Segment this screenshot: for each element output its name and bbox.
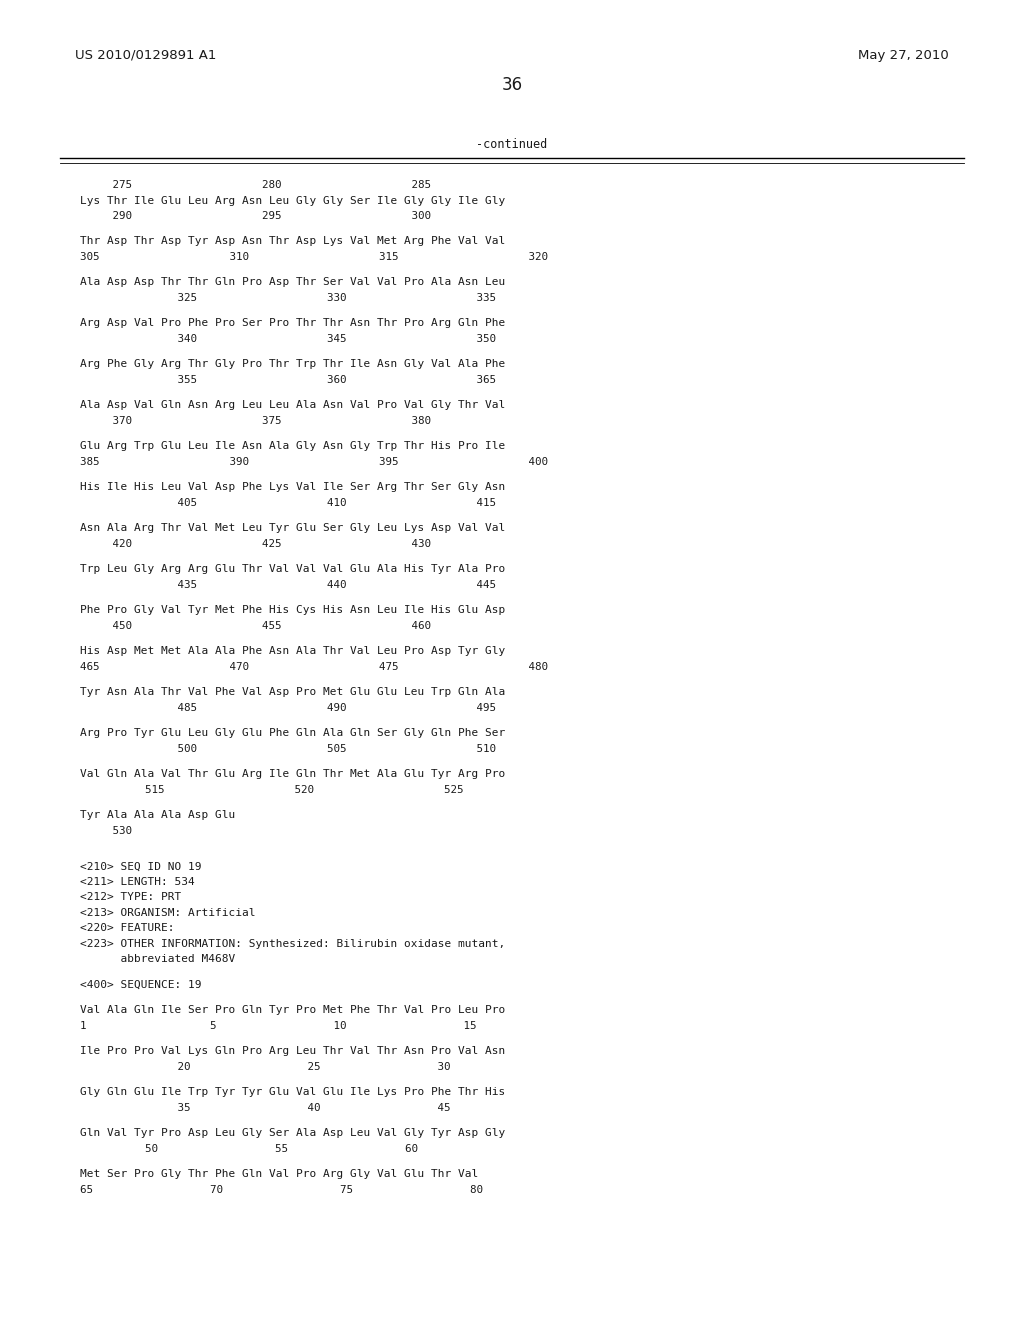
Text: His Asp Met Met Ala Ala Phe Asn Ala Thr Val Leu Pro Asp Tyr Gly: His Asp Met Met Ala Ala Phe Asn Ala Thr …: [80, 647, 505, 656]
Text: <213> ORGANISM: Artificial: <213> ORGANISM: Artificial: [80, 908, 256, 917]
Text: 370                    375                    380: 370 375 380: [80, 416, 431, 426]
Text: His Ile His Leu Val Asp Phe Lys Val Ile Ser Arg Thr Ser Gly Asn: His Ile His Leu Val Asp Phe Lys Val Ile …: [80, 483, 505, 492]
Text: <212> TYPE: PRT: <212> TYPE: PRT: [80, 892, 181, 903]
Text: 1                   5                  10                  15: 1 5 10 15: [80, 1020, 476, 1031]
Text: 355                    360                    365: 355 360 365: [80, 375, 496, 385]
Text: Val Ala Gln Ile Ser Pro Gln Tyr Pro Met Phe Thr Val Pro Leu Pro: Val Ala Gln Ile Ser Pro Gln Tyr Pro Met …: [80, 1006, 505, 1015]
Text: May 27, 2010: May 27, 2010: [858, 49, 949, 62]
Text: Asn Ala Arg Thr Val Met Leu Tyr Glu Ser Gly Leu Lys Asp Val Val: Asn Ala Arg Thr Val Met Leu Tyr Glu Ser …: [80, 524, 505, 533]
Text: 35                  40                  45: 35 40 45: [80, 1104, 451, 1113]
Text: 65                  70                  75                  80: 65 70 75 80: [80, 1185, 483, 1195]
Text: 275                    280                    285: 275 280 285: [80, 180, 431, 190]
Text: 50                  55                  60: 50 55 60: [80, 1144, 418, 1154]
Text: 20                  25                  30: 20 25 30: [80, 1063, 451, 1072]
Text: 530: 530: [80, 826, 132, 836]
Text: <210> SEQ ID NO 19: <210> SEQ ID NO 19: [80, 862, 202, 871]
Text: 450                    455                    460: 450 455 460: [80, 620, 431, 631]
Text: <223> OTHER INFORMATION: Synthesized: Bilirubin oxidase mutant,: <223> OTHER INFORMATION: Synthesized: Bi…: [80, 939, 505, 949]
Text: <400> SEQUENCE: 19: <400> SEQUENCE: 19: [80, 979, 202, 990]
Text: Gly Gln Glu Ile Trp Tyr Tyr Glu Val Glu Ile Lys Pro Phe Thr His: Gly Gln Glu Ile Trp Tyr Tyr Glu Val Glu …: [80, 1088, 505, 1097]
Text: <211> LENGTH: 534: <211> LENGTH: 534: [80, 876, 195, 887]
Text: Trp Leu Gly Arg Arg Glu Thr Val Val Val Glu Ala His Tyr Ala Pro: Trp Leu Gly Arg Arg Glu Thr Val Val Val …: [80, 565, 505, 574]
Text: 485                    490                    495: 485 490 495: [80, 704, 496, 713]
Text: 405                    410                    415: 405 410 415: [80, 498, 496, 508]
Text: Arg Phe Gly Arg Thr Gly Pro Thr Trp Thr Ile Asn Gly Val Ala Phe: Arg Phe Gly Arg Thr Gly Pro Thr Trp Thr …: [80, 359, 505, 370]
Text: 290                    295                    300: 290 295 300: [80, 211, 431, 220]
Text: Ile Pro Pro Val Lys Gln Pro Arg Leu Thr Val Thr Asn Pro Val Asn: Ile Pro Pro Val Lys Gln Pro Arg Leu Thr …: [80, 1047, 505, 1056]
Text: -continued: -continued: [476, 139, 548, 152]
Text: Glu Arg Trp Glu Leu Ile Asn Ala Gly Asn Gly Trp Thr His Pro Ile: Glu Arg Trp Glu Leu Ile Asn Ala Gly Asn …: [80, 441, 505, 451]
Text: Ala Asp Val Gln Asn Arg Leu Leu Ala Asn Val Pro Val Gly Thr Val: Ala Asp Val Gln Asn Arg Leu Leu Ala Asn …: [80, 400, 505, 411]
Text: Tyr Asn Ala Thr Val Phe Val Asp Pro Met Glu Glu Leu Trp Gln Ala: Tyr Asn Ala Thr Val Phe Val Asp Pro Met …: [80, 688, 505, 697]
Text: 515                    520                    525: 515 520 525: [80, 785, 464, 795]
Text: 36: 36: [502, 77, 522, 94]
Text: <220> FEATURE:: <220> FEATURE:: [80, 924, 174, 933]
Text: US 2010/0129891 A1: US 2010/0129891 A1: [75, 49, 216, 62]
Text: Ala Asp Asp Thr Thr Gln Pro Asp Thr Ser Val Val Pro Ala Asn Leu: Ala Asp Asp Thr Thr Gln Pro Asp Thr Ser …: [80, 277, 505, 288]
Text: Phe Pro Gly Val Tyr Met Phe His Cys His Asn Leu Ile His Glu Asp: Phe Pro Gly Val Tyr Met Phe His Cys His …: [80, 606, 505, 615]
Text: 420                    425                    430: 420 425 430: [80, 539, 431, 549]
Text: 500                    505                    510: 500 505 510: [80, 744, 496, 754]
Text: Val Gln Ala Val Thr Glu Arg Ile Gln Thr Met Ala Glu Tyr Arg Pro: Val Gln Ala Val Thr Glu Arg Ile Gln Thr …: [80, 770, 505, 780]
Text: abbreviated M468V: abbreviated M468V: [80, 954, 236, 965]
Text: Thr Asp Thr Asp Tyr Asp Asn Thr Asp Lys Val Met Arg Phe Val Val: Thr Asp Thr Asp Tyr Asp Asn Thr Asp Lys …: [80, 236, 505, 247]
Text: Tyr Ala Ala Ala Asp Glu: Tyr Ala Ala Ala Asp Glu: [80, 810, 236, 821]
Text: Arg Pro Tyr Glu Leu Gly Glu Phe Gln Ala Gln Ser Gly Gln Phe Ser: Arg Pro Tyr Glu Leu Gly Glu Phe Gln Ala …: [80, 729, 505, 738]
Text: 435                    440                    445: 435 440 445: [80, 579, 496, 590]
Text: Met Ser Pro Gly Thr Phe Gln Val Pro Arg Gly Val Glu Thr Val: Met Ser Pro Gly Thr Phe Gln Val Pro Arg …: [80, 1170, 478, 1180]
Text: 325                    330                    335: 325 330 335: [80, 293, 496, 304]
Text: Gln Val Tyr Pro Asp Leu Gly Ser Ala Asp Leu Val Gly Tyr Asp Gly: Gln Val Tyr Pro Asp Leu Gly Ser Ala Asp …: [80, 1129, 505, 1138]
Text: 465                    470                    475                    480: 465 470 475 480: [80, 663, 548, 672]
Text: Lys Thr Ile Glu Leu Arg Asn Leu Gly Gly Ser Ile Gly Gly Ile Gly: Lys Thr Ile Glu Leu Arg Asn Leu Gly Gly …: [80, 195, 505, 206]
Text: Arg Asp Val Pro Phe Pro Ser Pro Thr Thr Asn Thr Pro Arg Gln Phe: Arg Asp Val Pro Phe Pro Ser Pro Thr Thr …: [80, 318, 505, 329]
Text: 385                    390                    395                    400: 385 390 395 400: [80, 457, 548, 467]
Text: 305                    310                    315                    320: 305 310 315 320: [80, 252, 548, 261]
Text: 340                    345                    350: 340 345 350: [80, 334, 496, 345]
